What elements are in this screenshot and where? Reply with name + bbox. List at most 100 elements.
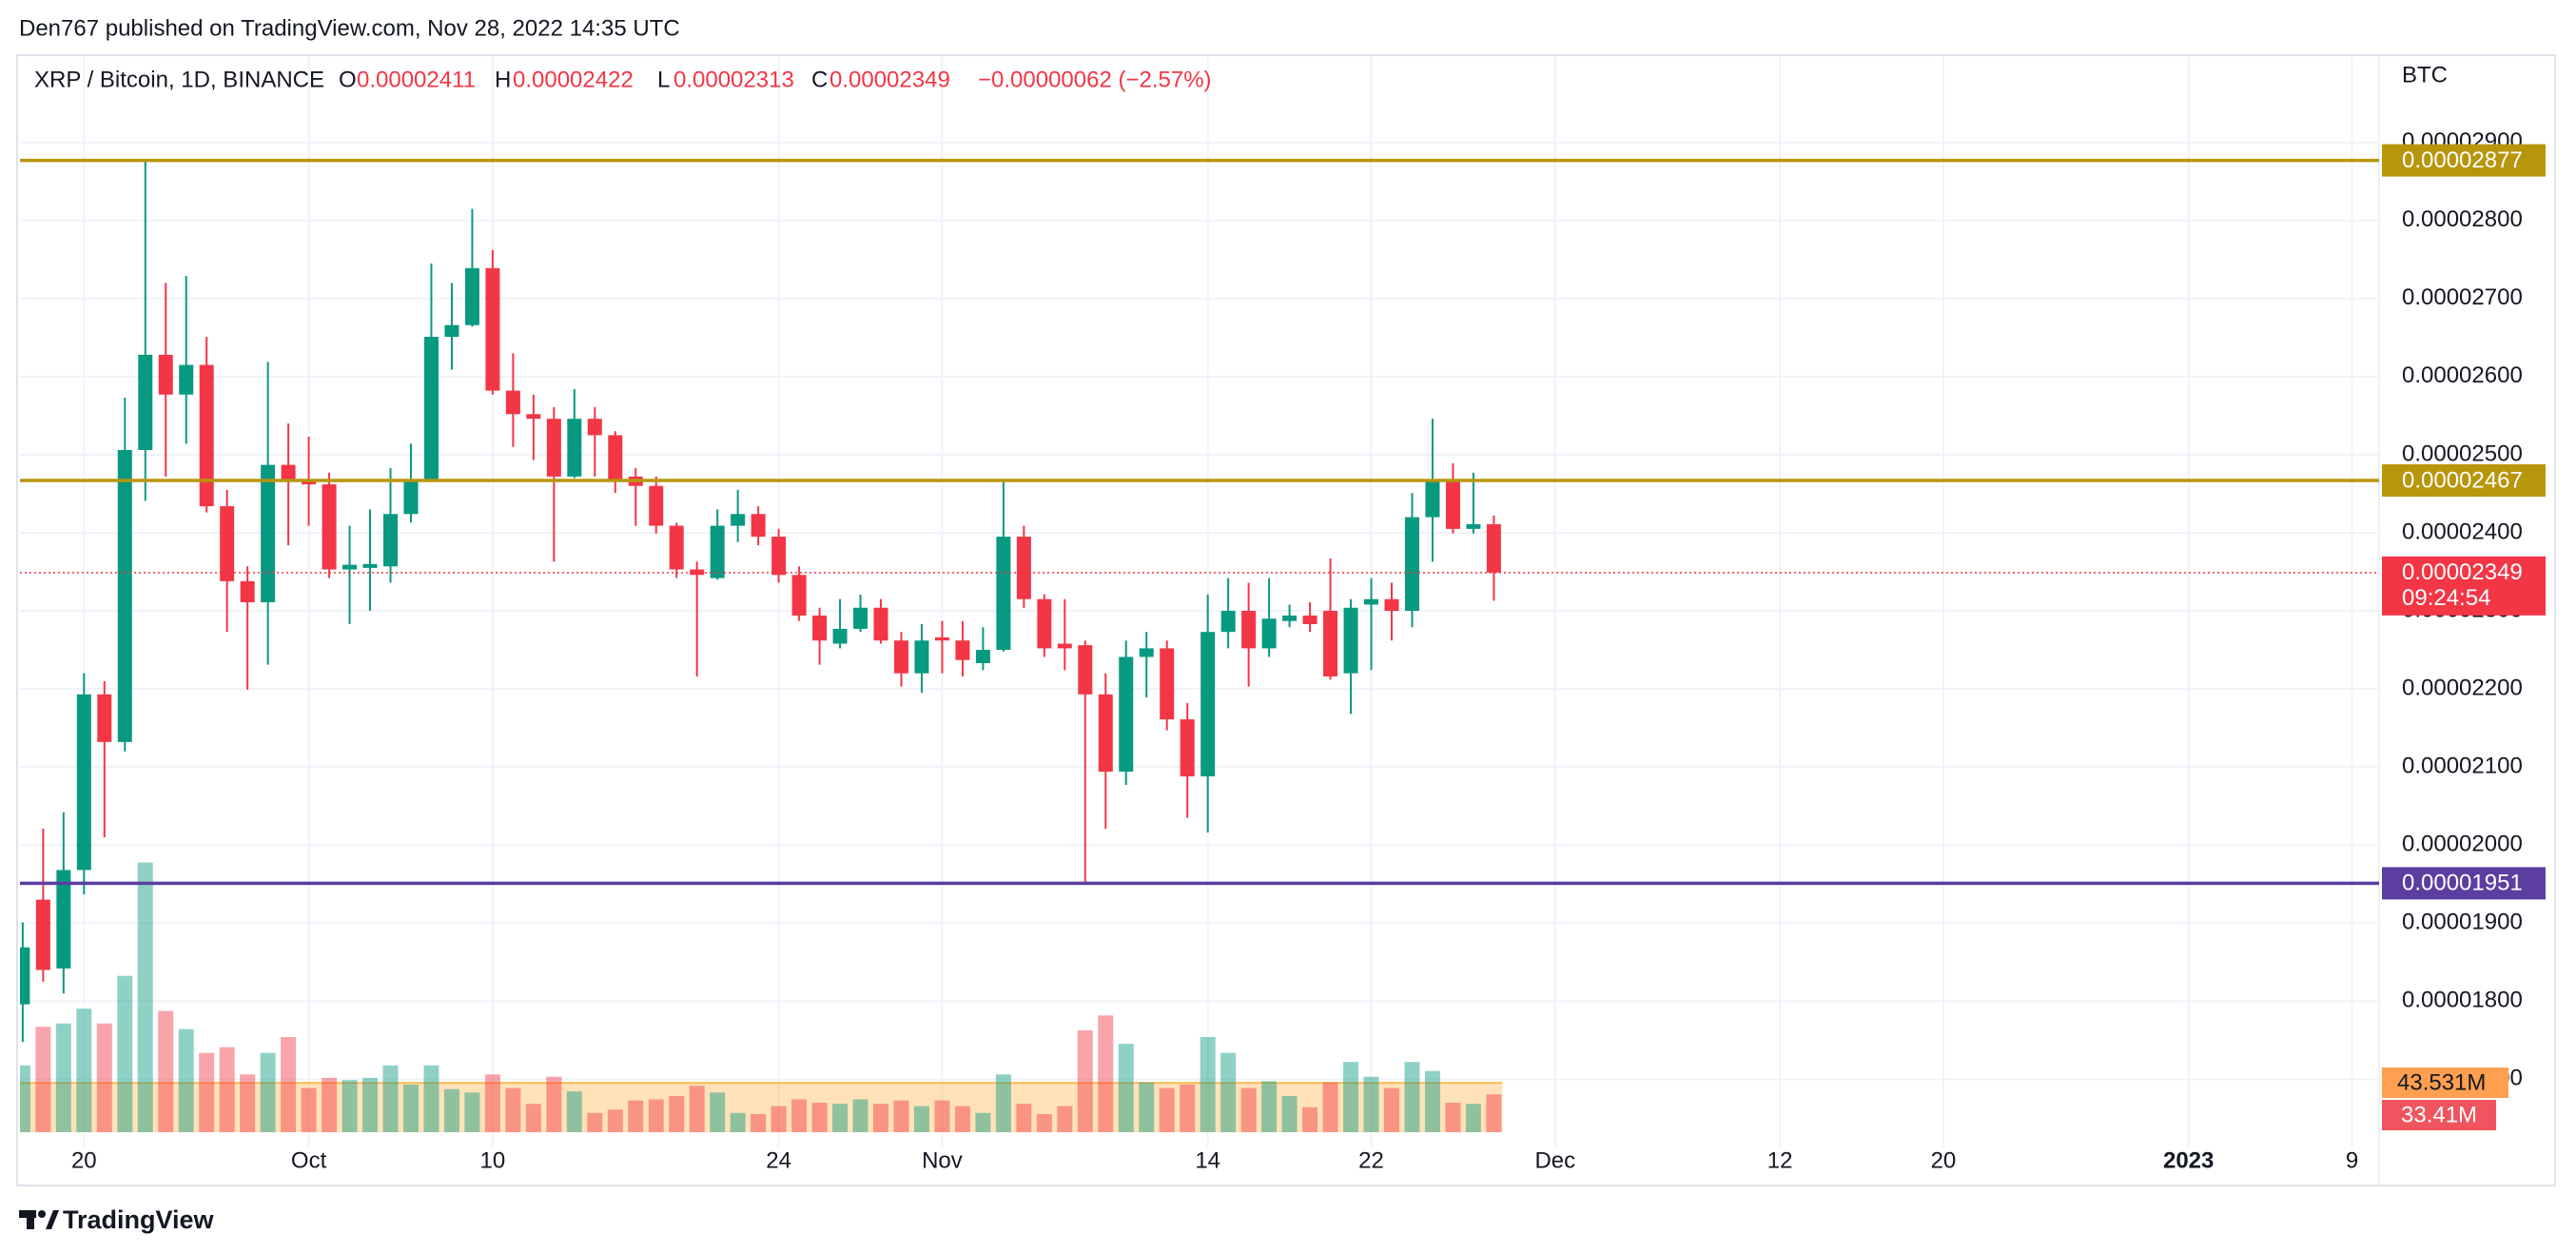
candle-body (751, 514, 766, 538)
price-label-box (2382, 463, 2546, 497)
footer-logo (19, 1210, 59, 1229)
volume-bar (934, 1100, 950, 1132)
volume-label: 33.41M (2401, 1102, 2477, 1127)
legend-close: 0.00002349 (829, 67, 950, 92)
candle-body (322, 484, 337, 570)
x-tick-label: 14 (1195, 1147, 1220, 1173)
x-tick-label: 12 (1767, 1147, 1793, 1173)
volume-bar (1220, 1052, 1237, 1132)
x-tick-label: Oct (291, 1147, 327, 1173)
candle-body (1364, 598, 1379, 605)
price-label-box (2382, 144, 2546, 177)
countdown: 09:24:54 (2402, 585, 2490, 611)
candle-body (873, 607, 888, 641)
candle-body (771, 537, 787, 576)
price-label: 0.00001951 (2402, 871, 2523, 896)
candle-body (505, 390, 520, 415)
candle-body (20, 947, 30, 1005)
volume-bar (443, 1088, 459, 1132)
volume-bar (117, 975, 133, 1132)
logo-part (38, 1210, 46, 1218)
candle-body (1486, 523, 1501, 573)
candle-body (1302, 615, 1317, 624)
volume-bar (158, 1010, 174, 1132)
volume-bar (219, 1047, 235, 1132)
volume-bar (1445, 1103, 1461, 1132)
legend-letter: H (495, 67, 511, 92)
volume-label-box (2382, 1100, 2496, 1130)
volume-bar (1343, 1062, 1359, 1132)
volume-bar (1200, 1036, 1216, 1132)
volume-bar (240, 1074, 256, 1132)
candle-body (342, 564, 358, 570)
legend-letter: L (657, 67, 670, 92)
candle-body (76, 694, 91, 871)
candle-body (1200, 632, 1216, 776)
current-price-label: 0.00002349 (2402, 559, 2523, 585)
candle-body (1139, 648, 1154, 657)
volume-bar (342, 1080, 358, 1132)
volume-bar (873, 1104, 889, 1132)
y-tick-label: 0.00001800 (2402, 988, 2523, 1013)
candle-body (1057, 643, 1072, 649)
volume-bar (1159, 1087, 1175, 1132)
volume-bar (1322, 1082, 1338, 1132)
volume-bar (1363, 1076, 1379, 1132)
candle-body (485, 267, 500, 391)
volume-ma-label-box (2382, 1068, 2508, 1098)
volume-bar (566, 1091, 582, 1132)
candle-body (1180, 719, 1195, 776)
volume-bar (402, 1084, 419, 1132)
candle-body (649, 485, 664, 526)
candle-body (1466, 523, 1481, 529)
x-tick-label: 2023 (2163, 1147, 2214, 1173)
volume-bar (913, 1106, 929, 1132)
candle-body (1343, 607, 1358, 674)
y-tick-label: 0.00001900 (2402, 910, 2523, 935)
volume-bar (587, 1112, 603, 1132)
volume-bar (1016, 1104, 1032, 1132)
candle-body (1282, 615, 1298, 621)
volume-bar (301, 1087, 317, 1132)
candle-body (996, 537, 1011, 651)
volume-bar (322, 1077, 338, 1132)
candle-body (261, 464, 276, 602)
x-tick-label: Dec (1534, 1147, 1575, 1173)
candle-body (56, 870, 71, 969)
x-tick-label: 10 (480, 1147, 506, 1173)
candle-body (281, 464, 296, 480)
logo-part (27, 1210, 34, 1229)
price-label: 0.00002467 (2402, 467, 2523, 493)
volume-bar (669, 1095, 685, 1132)
volume-bar (55, 1023, 71, 1132)
x-tick-label: 24 (766, 1147, 791, 1173)
volume-bar (791, 1099, 808, 1132)
y-tick-label: 0.00002500 (2402, 441, 2523, 466)
candle-body (464, 267, 479, 325)
candle-body (731, 514, 746, 526)
candle-body (240, 580, 255, 602)
candle-body (710, 525, 725, 578)
volume-bar (648, 1099, 664, 1132)
volume-bar (464, 1092, 480, 1132)
legend-letter: C (811, 67, 828, 92)
legend-low: 0.00002313 (673, 67, 794, 92)
volume-bar (1465, 1104, 1481, 1132)
volume-bar (260, 1052, 276, 1132)
volume-bar (628, 1100, 644, 1132)
candle-body (383, 514, 399, 567)
volume-bar (852, 1099, 868, 1132)
volume-bar (1240, 1087, 1257, 1132)
x-tick-label: Nov (922, 1147, 963, 1173)
volume-bar (975, 1112, 991, 1132)
candle-body (1241, 611, 1257, 649)
volume-bar (137, 862, 153, 1132)
legend-letter: O (339, 67, 357, 92)
candle-body (179, 364, 194, 395)
candle-body (1037, 598, 1052, 649)
candle-body (669, 525, 684, 570)
volume-bar (1139, 1082, 1155, 1132)
x-tick-label: 20 (71, 1147, 97, 1173)
